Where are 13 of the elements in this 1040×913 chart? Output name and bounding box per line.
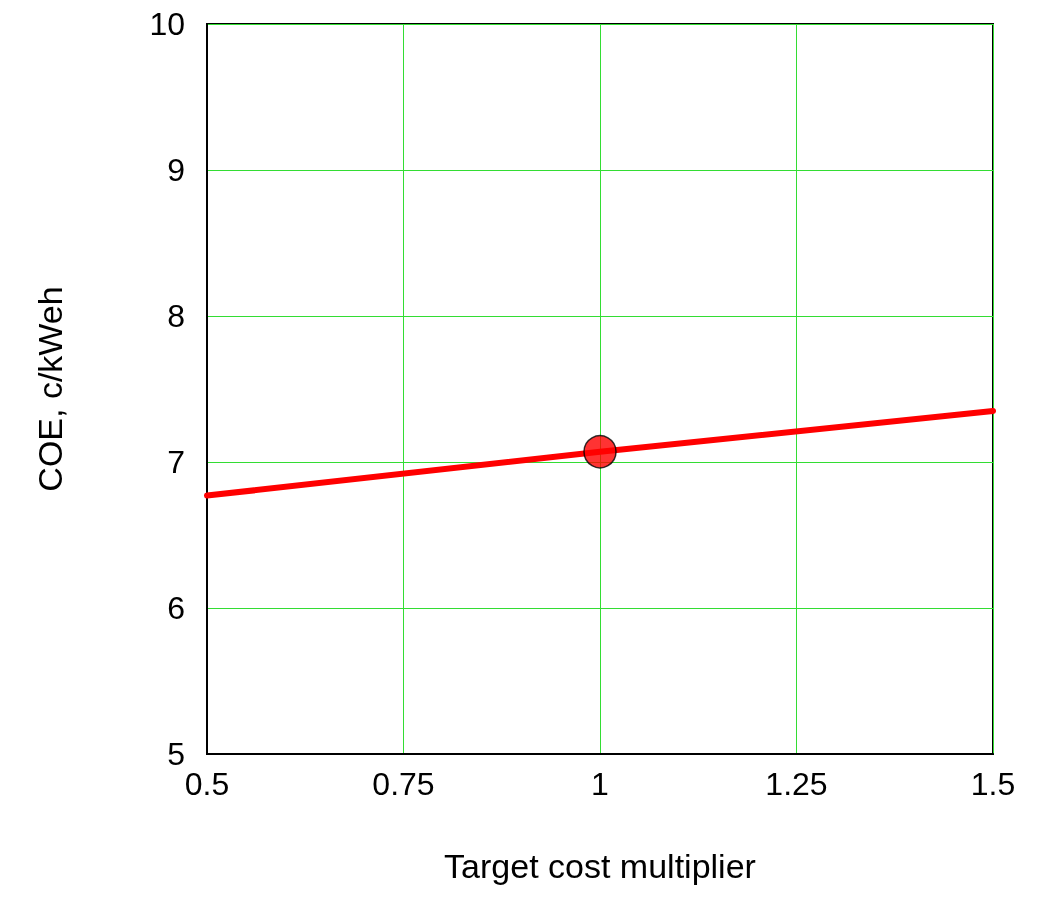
x-tick-label: 1.5 — [970, 766, 1016, 802]
x-tick-label: 0.5 — [184, 766, 230, 802]
y-axis-title: COE, c/kWeh — [31, 286, 69, 492]
y-tick-label: 5 — [167, 736, 185, 772]
x-axis-title: Target cost multiplier — [444, 847, 756, 885]
x-tick-label: 0.75 — [372, 766, 435, 802]
y-tick-label: 8 — [167, 298, 185, 334]
y-tick-label: 7 — [167, 444, 185, 480]
y-tick-label: 10 — [149, 6, 185, 42]
y-tick-label: 9 — [167, 152, 185, 188]
x-tick-label: 1 — [591, 766, 609, 802]
y-tick-label: 6 — [167, 590, 185, 626]
x-tick-label: 1.25 — [765, 766, 828, 802]
